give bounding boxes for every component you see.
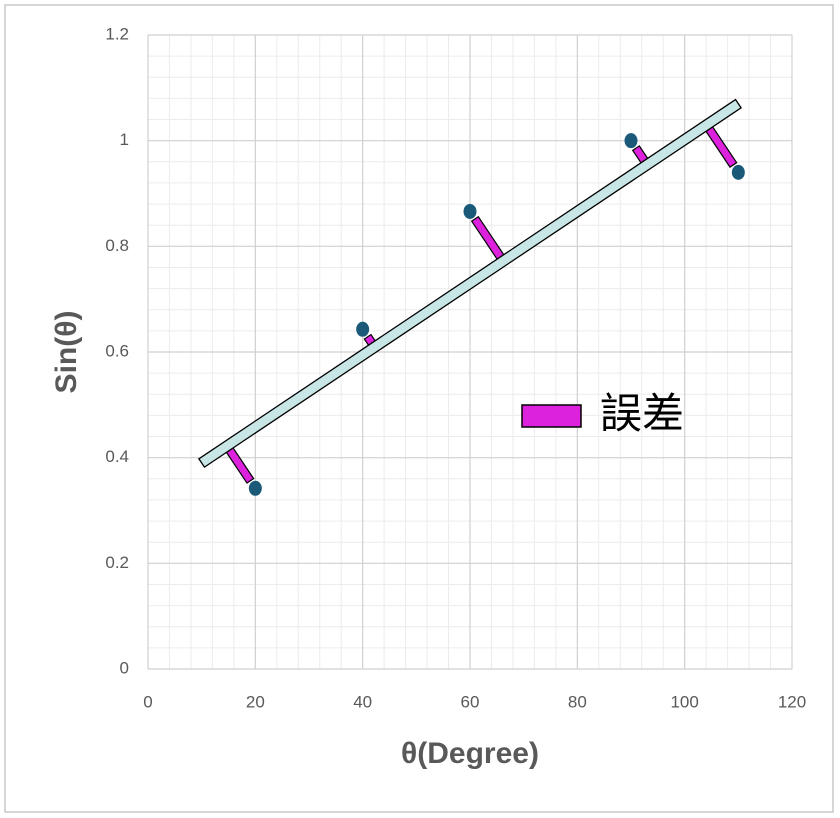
frame [4,4,834,813]
y-tick-label: 0.6 [105,341,129,360]
marks [197,98,745,496]
y-tick-label: 0 [120,658,129,677]
x-tick-label: 0 [143,692,152,711]
data-point [731,164,745,180]
y-tick-label: 0.2 [105,553,129,572]
fit-line [197,98,743,469]
y-tick-label: 1 [120,130,129,149]
data-point [463,203,477,219]
data-point [356,321,370,337]
data-point [248,480,262,496]
x-tick-label: 100 [670,692,698,711]
y-tick-label: 1.2 [105,24,129,43]
legend-swatch [521,404,582,428]
x-tick-label: 80 [568,692,587,711]
data-point [624,133,638,149]
y-tick-label: 0.4 [105,447,129,466]
x-tick-label: 120 [778,692,806,711]
x-tick-label: 20 [246,692,265,711]
legend-label: 誤差 [600,389,684,438]
x-axis-label: θ(Degree) [401,737,539,770]
y-tick-label: 0.8 [105,236,129,255]
y-axis-label: Sin(θ) [50,311,83,394]
x-tick-label: 40 [353,692,372,711]
x-tick-label: 60 [461,692,480,711]
grid [147,34,793,670]
